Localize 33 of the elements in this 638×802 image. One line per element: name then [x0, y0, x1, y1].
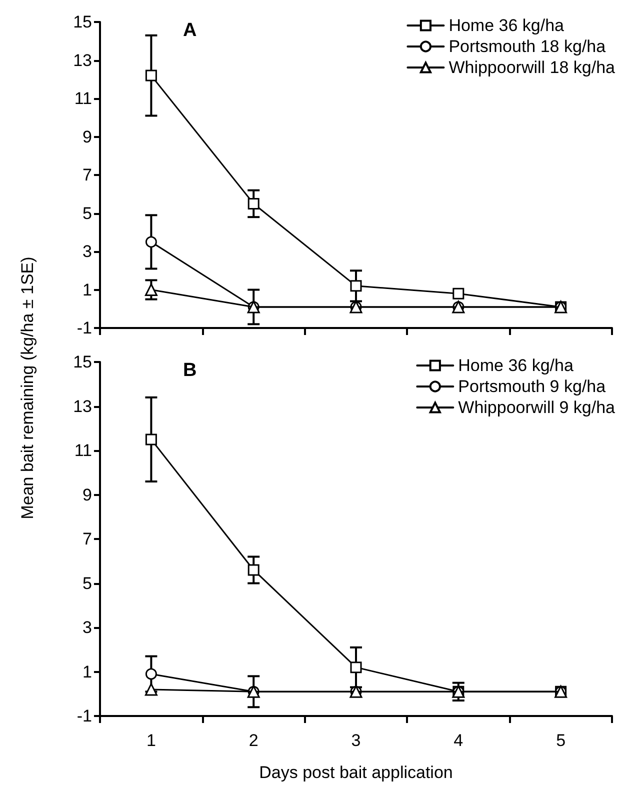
y-axis-title: Mean bait remaining (kg/ha ± 1SE): [18, 256, 38, 520]
y-tick-label: 3: [82, 618, 92, 637]
x-tick-label: 1: [146, 731, 156, 750]
y-tick-label: 9: [82, 485, 92, 504]
y-tick-label: 9: [82, 127, 92, 146]
x-tick-label: 2: [248, 731, 258, 750]
y-tick-label: -1: [76, 318, 92, 338]
y-tick-label: 1: [82, 662, 92, 682]
legend-label: Portsmouth 9 kg/ha: [458, 377, 606, 396]
y-tick-label: 5: [82, 204, 92, 223]
y-tick-label: 11: [74, 89, 92, 108]
chart-title: B: [183, 360, 197, 381]
x-tick-label: 3: [351, 731, 361, 750]
x-tick-label: 4: [454, 731, 464, 750]
chart-title: A: [183, 20, 197, 41]
y-tick-label: 15: [73, 352, 92, 372]
y-tick-label: -1: [76, 706, 92, 726]
y-tick-label: 13: [73, 50, 92, 70]
legend-label: Home 36 kg/ha: [458, 356, 574, 375]
y-tick-label: 15: [73, 12, 92, 32]
y-tick-label: 5: [82, 574, 92, 593]
legend-label: Portsmouth 18 kg/ha: [448, 37, 606, 56]
y-tick-label: 13: [73, 396, 92, 416]
legend-label: Whippoorwill 9 kg/ha: [458, 398, 616, 417]
y-tick-label: 7: [82, 166, 92, 184]
y-tick-label: 3: [82, 242, 92, 261]
legend-label: Whippoorwill 18 kg/ha: [448, 58, 616, 77]
x-tick-label: 5: [556, 731, 566, 750]
y-tick-label: 11: [74, 441, 92, 460]
y-tick-label: 1: [82, 280, 92, 300]
legend-label: Home 36 kg/ha: [448, 16, 565, 35]
x-axis-title: Days post bait application: [259, 763, 453, 782]
y-tick-label: 7: [82, 530, 92, 548]
